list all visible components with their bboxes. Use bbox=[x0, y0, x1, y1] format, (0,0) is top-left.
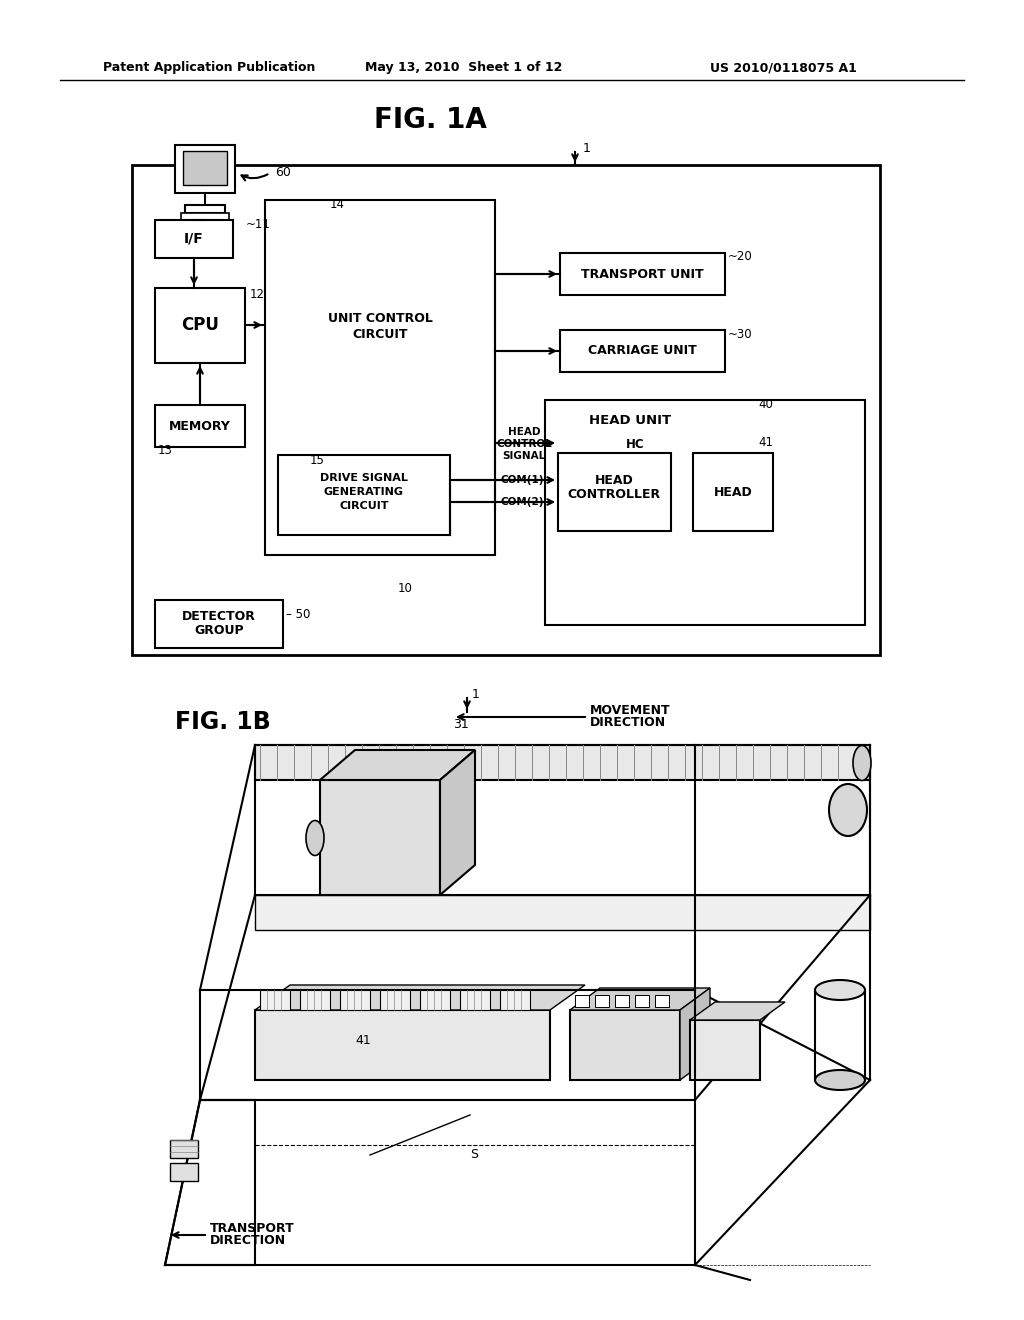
Text: GENERATING: GENERATING bbox=[324, 487, 404, 498]
Bar bbox=[340, 990, 370, 1010]
Text: I/F: I/F bbox=[184, 232, 204, 246]
Text: 60: 60 bbox=[275, 166, 291, 180]
Text: MEMORY: MEMORY bbox=[169, 420, 231, 433]
Text: 10: 10 bbox=[398, 582, 413, 594]
Bar bbox=[558, 453, 671, 531]
Text: – 50: – 50 bbox=[286, 607, 310, 620]
Bar bbox=[690, 1020, 760, 1080]
Bar bbox=[278, 455, 450, 535]
Bar bbox=[693, 453, 773, 531]
Text: HC: HC bbox=[626, 438, 644, 451]
Bar bbox=[595, 995, 609, 1007]
Text: ~11: ~11 bbox=[246, 219, 271, 231]
Bar bbox=[570, 1010, 680, 1080]
Text: 13: 13 bbox=[158, 444, 173, 457]
Polygon shape bbox=[319, 750, 475, 780]
Bar bbox=[155, 288, 245, 363]
Text: DIRECTION: DIRECTION bbox=[590, 717, 667, 730]
Text: DRIVE SIGNAL: DRIVE SIGNAL bbox=[321, 473, 408, 483]
Bar bbox=[132, 165, 880, 655]
Bar bbox=[545, 400, 865, 624]
Bar bbox=[460, 990, 490, 1010]
Text: US 2010/0118075 A1: US 2010/0118075 A1 bbox=[710, 62, 857, 74]
Text: DETECTOR: DETECTOR bbox=[182, 610, 256, 623]
Text: 15: 15 bbox=[310, 454, 325, 467]
Polygon shape bbox=[690, 1002, 785, 1020]
Bar bbox=[635, 995, 649, 1007]
Ellipse shape bbox=[815, 979, 865, 1001]
Bar bbox=[560, 330, 725, 372]
Text: 12: 12 bbox=[250, 288, 265, 301]
Text: ~30: ~30 bbox=[728, 327, 753, 341]
Polygon shape bbox=[570, 987, 710, 1010]
Text: CONTROL: CONTROL bbox=[496, 440, 552, 449]
Bar bbox=[560, 253, 725, 294]
Polygon shape bbox=[440, 750, 475, 895]
Bar bbox=[170, 1163, 198, 1181]
Bar bbox=[255, 744, 870, 780]
Bar bbox=[155, 220, 233, 257]
Bar bbox=[255, 895, 870, 931]
Text: FIG. 1A: FIG. 1A bbox=[374, 106, 486, 135]
Text: HEAD: HEAD bbox=[714, 486, 753, 499]
Bar bbox=[155, 601, 283, 648]
Text: SIGNAL: SIGNAL bbox=[503, 451, 546, 461]
Text: TRANSPORT: TRANSPORT bbox=[210, 1221, 295, 1234]
Bar bbox=[181, 213, 229, 220]
Text: 41: 41 bbox=[355, 1034, 371, 1047]
Polygon shape bbox=[165, 1100, 255, 1265]
Text: ~20: ~20 bbox=[728, 251, 753, 264]
Bar bbox=[170, 1140, 198, 1158]
Text: CIRCUIT: CIRCUIT bbox=[339, 502, 389, 511]
Text: Patent Application Publication: Patent Application Publication bbox=[103, 62, 315, 74]
Bar bbox=[615, 995, 629, 1007]
Bar bbox=[380, 990, 410, 1010]
Text: HEAD UNIT: HEAD UNIT bbox=[589, 413, 671, 426]
Bar bbox=[300, 990, 330, 1010]
Polygon shape bbox=[680, 987, 710, 1080]
Bar bbox=[265, 201, 495, 554]
Text: 14: 14 bbox=[330, 198, 345, 211]
Bar bbox=[255, 1010, 550, 1080]
Text: 41: 41 bbox=[758, 437, 773, 450]
Text: 1: 1 bbox=[583, 141, 591, 154]
Text: 1: 1 bbox=[472, 688, 480, 701]
Polygon shape bbox=[255, 985, 585, 1010]
Ellipse shape bbox=[853, 746, 871, 780]
Bar bbox=[575, 995, 589, 1007]
Bar bbox=[655, 995, 669, 1007]
Text: 40: 40 bbox=[758, 399, 773, 412]
Text: MOVEMENT: MOVEMENT bbox=[590, 704, 671, 717]
Bar bbox=[183, 150, 227, 185]
Bar bbox=[185, 205, 225, 213]
Text: CARRIAGE UNIT: CARRIAGE UNIT bbox=[588, 345, 696, 358]
Text: COM(2): COM(2) bbox=[501, 498, 544, 507]
Text: May 13, 2010  Sheet 1 of 12: May 13, 2010 Sheet 1 of 12 bbox=[365, 62, 562, 74]
Ellipse shape bbox=[829, 784, 867, 836]
Text: TRANSPORT UNIT: TRANSPORT UNIT bbox=[581, 268, 703, 281]
Text: FIG. 1B: FIG. 1B bbox=[175, 710, 270, 734]
Text: S: S bbox=[470, 1148, 478, 1162]
Text: 31: 31 bbox=[453, 718, 469, 731]
Bar bbox=[319, 780, 440, 895]
Text: UNIT CONTROL: UNIT CONTROL bbox=[328, 312, 432, 325]
Ellipse shape bbox=[306, 821, 324, 855]
Bar bbox=[260, 990, 290, 1010]
Bar bbox=[155, 405, 245, 447]
Text: COM(1): COM(1) bbox=[501, 475, 544, 484]
Text: HEAD: HEAD bbox=[595, 474, 634, 487]
Text: CPU: CPU bbox=[181, 315, 219, 334]
Text: HEAD: HEAD bbox=[508, 426, 541, 437]
Text: CONTROLLER: CONTROLLER bbox=[567, 487, 660, 500]
Text: CIRCUIT: CIRCUIT bbox=[352, 327, 408, 341]
Bar bbox=[500, 990, 530, 1010]
Bar bbox=[420, 990, 450, 1010]
Bar bbox=[175, 145, 234, 193]
Text: GROUP: GROUP bbox=[195, 624, 244, 638]
Ellipse shape bbox=[815, 1071, 865, 1090]
Text: DIRECTION: DIRECTION bbox=[210, 1234, 286, 1247]
